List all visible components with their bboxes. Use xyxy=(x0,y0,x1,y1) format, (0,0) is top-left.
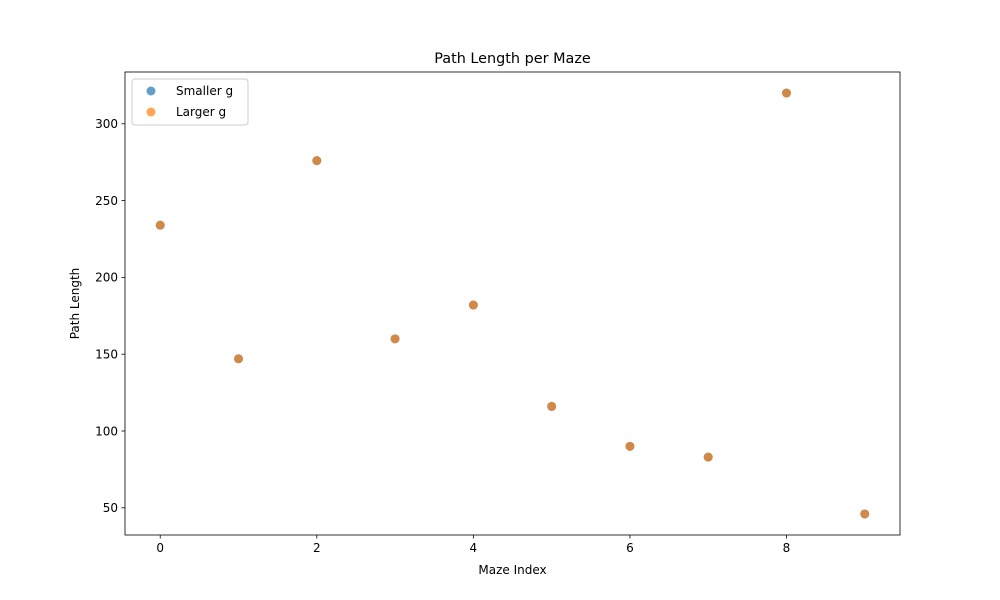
y-tick-label: 150 xyxy=(95,347,118,361)
legend-marker-smaller-g xyxy=(146,86,156,96)
x-tick-label: 8 xyxy=(783,541,791,555)
legend-box xyxy=(131,78,249,126)
legend-label-smaller-g: Smaller g xyxy=(176,84,233,98)
data-point-larger-g xyxy=(468,300,478,310)
x-tick-label: 2 xyxy=(313,541,321,555)
x-axis-label: Maze Index xyxy=(478,563,546,577)
data-point-larger-g xyxy=(234,354,244,364)
data-point-larger-g xyxy=(155,220,165,230)
y-axis-ticks: 50 100 150 200 250 300 xyxy=(95,117,125,515)
y-tick-label: 200 xyxy=(95,271,118,285)
data-point-larger-g xyxy=(390,334,400,344)
x-tick-label: 6 xyxy=(626,541,634,555)
x-tick-label: 0 xyxy=(156,541,164,555)
chart-title: Path Length per Maze xyxy=(434,51,591,67)
y-tick-label: 100 xyxy=(95,424,118,438)
legend: Smaller g Larger g xyxy=(131,78,249,126)
data-point-larger-g xyxy=(312,156,322,166)
legend-marker-larger-g xyxy=(146,107,156,117)
y-tick-label: 50 xyxy=(103,501,118,515)
legend-label-larger-g: Larger g xyxy=(176,105,226,119)
data-point-larger-g xyxy=(547,401,557,411)
x-axis-ticks: 0 2 4 6 8 xyxy=(156,535,790,555)
plot-area xyxy=(125,72,900,535)
data-point-larger-g xyxy=(781,88,791,98)
data-point-larger-g xyxy=(860,509,870,519)
y-tick-label: 250 xyxy=(95,194,118,208)
plot-frame xyxy=(124,71,901,536)
data-points xyxy=(155,88,870,519)
y-tick-label: 300 xyxy=(95,117,118,131)
x-tick-label: 4 xyxy=(470,541,478,555)
data-point-larger-g xyxy=(703,452,713,462)
y-axis-label: Path Length xyxy=(68,268,82,340)
data-point-larger-g xyxy=(625,441,635,451)
